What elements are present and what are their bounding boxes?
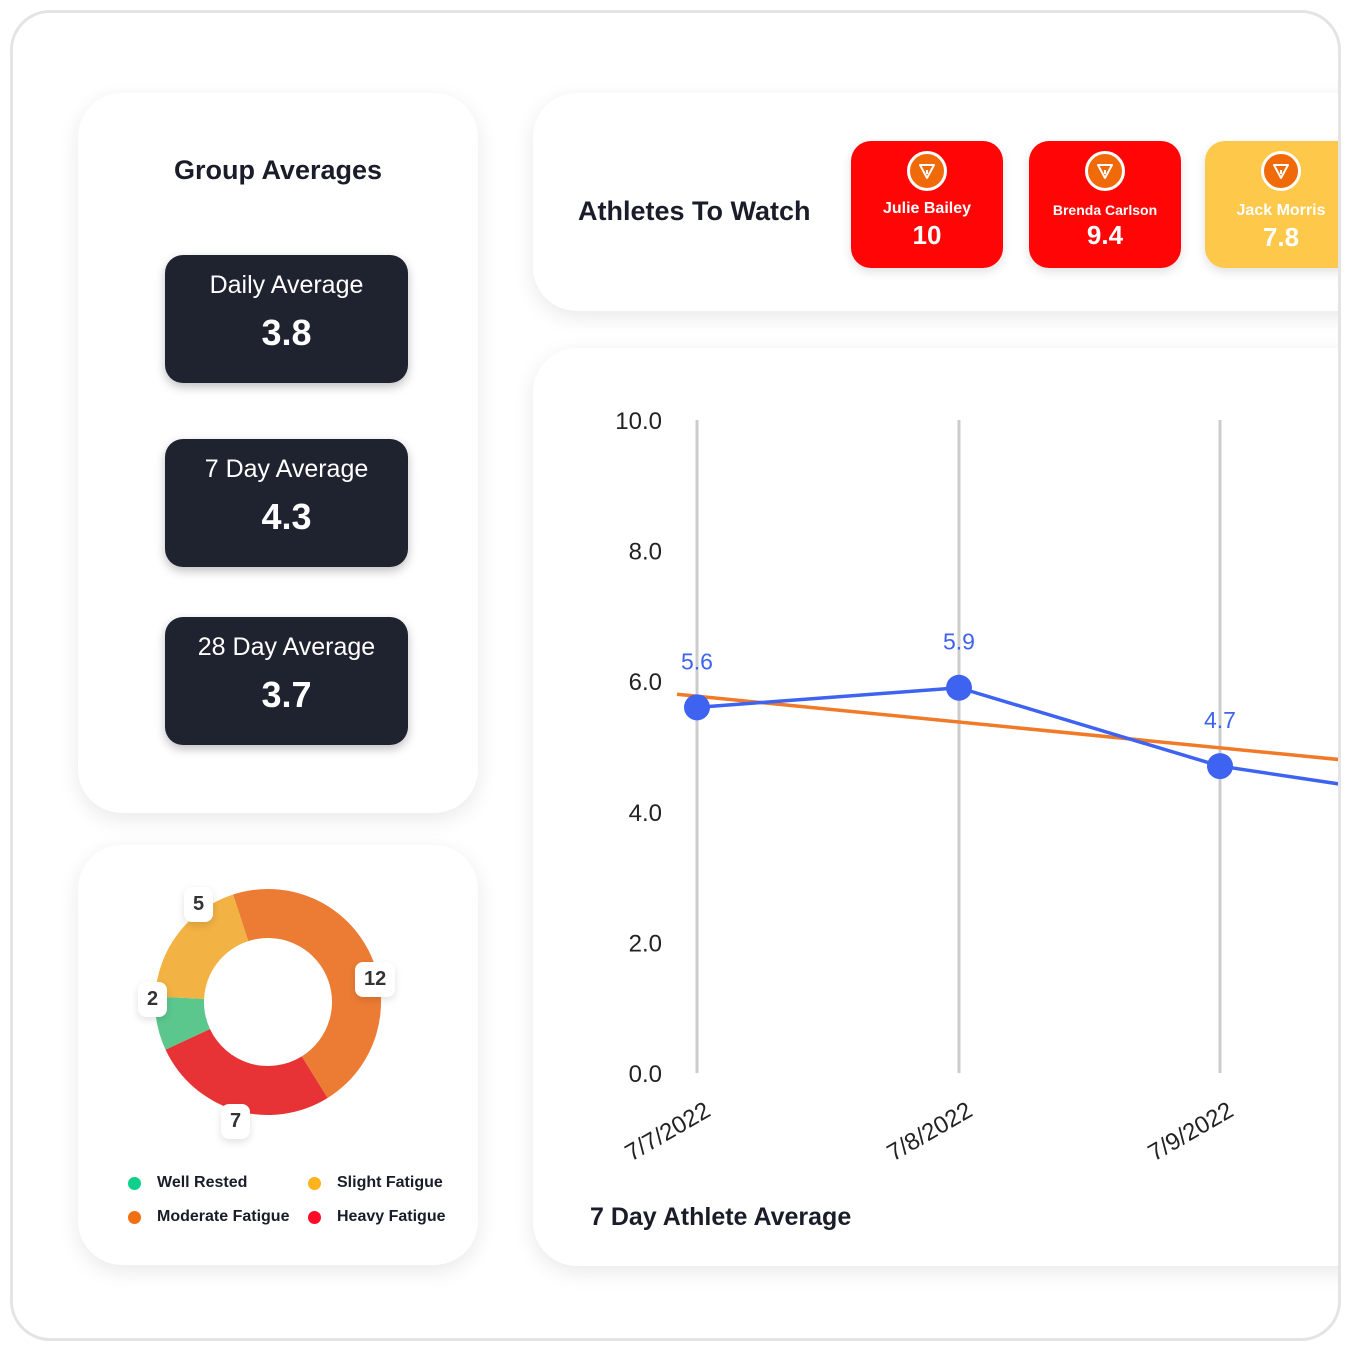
legend-dot (308, 1210, 321, 1224)
athlete-card-brenda-carlson[interactable]: Brenda Carlson 9.4 (1029, 141, 1181, 268)
legend-label: Well Rested (157, 1174, 248, 1191)
athletes-to-watch-card: Athletes To Watch Julie Bailey 10 Brenda … (533, 93, 1338, 311)
y-tick-label: 2.0 (629, 930, 662, 957)
chevron-down-badge-icon (1085, 151, 1125, 191)
legend-dot (128, 1176, 141, 1190)
donut-label-rested: 2 (138, 982, 168, 1017)
fatigue-donut-chart (155, 889, 381, 1115)
y-tick-label: 0.0 (629, 1061, 662, 1088)
series-line (696, 685, 1338, 786)
athlete-name: Jack Morris (1236, 202, 1326, 219)
fatigue-donut-card: 5 12 2 7 Well Rested Slight Fatigue Mode… (78, 845, 478, 1265)
line-chart: 0.0 2.0 4.0 6.0 8.0 10.0 7/7/2022 7/8/2022 7/9/2… (615, 408, 1338, 1167)
tile-label: 28 Day Average (197, 633, 376, 661)
chevron-down-badge-icon (907, 151, 947, 191)
tile-label: 7 Day Average (204, 455, 369, 483)
y-tick-label: 8.0 (629, 539, 662, 566)
athlete-average-chart-card: 0.0 2.0 4.0 6.0 8.0 10.0 7/7/2022 7/8/2022 7/9/2… (533, 348, 1338, 1266)
y-tick-label: 4.0 (629, 800, 662, 827)
donut-label-heavy: 7 (221, 1104, 251, 1139)
legend-well-rested: Well Rested (128, 1174, 247, 1192)
donut-segment-moderate-fatigue (233, 889, 381, 1098)
group-averages-card: Group Averages Daily Average 3.8 7 Day Av… (78, 93, 478, 813)
athlete-score: 7.8 (1262, 222, 1300, 252)
dashboard-frame: Group Averages Daily Average 3.8 7 Day Av… (10, 10, 1341, 1341)
legend-label: Slight Fatigue (337, 1174, 443, 1191)
trend-line (676, 692, 1338, 762)
group-averages-title: Group Averages (173, 155, 383, 185)
y-tick-label: 6.0 (629, 669, 662, 696)
chevron-down-badge-icon (1261, 151, 1301, 191)
7-day-average-tile: 7 Day Average 4.3 (165, 439, 408, 567)
chart-title: 7 Day Athlete Average (590, 1203, 852, 1231)
legend-label: Moderate Fatigue (157, 1208, 290, 1225)
tile-value: 4.3 (261, 496, 312, 537)
data-label: 4.7 (1204, 707, 1236, 733)
athlete-card-jack-morris[interactable]: Jack Morris 7.8 (1205, 141, 1338, 268)
athlete-score: 10 (912, 220, 942, 250)
data-label: 5.6 (681, 648, 713, 674)
tile-label: Daily Average (209, 271, 364, 299)
athletes-to-watch-title: Athletes To Watch (578, 196, 811, 226)
legend-slight-fatigue: Slight Fatigue (308, 1174, 443, 1192)
x-tick-label: 7/7/2022 (621, 1097, 715, 1167)
athlete-name: Julie Bailey (882, 200, 972, 217)
28-day-average-tile: 28 Day Average 3.7 (165, 617, 408, 745)
legend-heavy-fatigue: Heavy Fatigue (308, 1208, 445, 1226)
athlete-score: 9.4 (1086, 220, 1124, 250)
x-tick-label: 7/9/2022 (1144, 1097, 1238, 1167)
donut-segment-well-rested (155, 996, 210, 1050)
daily-average-tile: Daily Average 3.8 (165, 255, 408, 383)
legend-moderate-fatigue: Moderate Fatigue (128, 1208, 289, 1226)
tile-value: 3.7 (261, 674, 312, 715)
data-label: 5.9 (943, 629, 975, 655)
athlete-name: Brenda Carlson (1052, 202, 1158, 218)
athlete-card-julie-bailey[interactable]: Julie Bailey 10 (851, 141, 1003, 268)
legend-label: Heavy Fatigue (337, 1208, 446, 1225)
x-tick-label: 7/8/2022 (883, 1097, 977, 1167)
legend-dot (308, 1176, 321, 1190)
legend-dot (128, 1210, 141, 1224)
y-tick-label: 10.0 (615, 408, 662, 435)
donut-segment-slight-fatigue (155, 894, 249, 999)
data-point (1207, 753, 1233, 780)
tile-value: 3.8 (261, 312, 312, 353)
donut-segment-heavy-fatigue (165, 1028, 328, 1115)
donut-label-moderate: 12 (355, 962, 396, 997)
data-point (684, 694, 710, 721)
data-point (946, 674, 972, 701)
donut-label-slight: 5 (184, 887, 214, 922)
